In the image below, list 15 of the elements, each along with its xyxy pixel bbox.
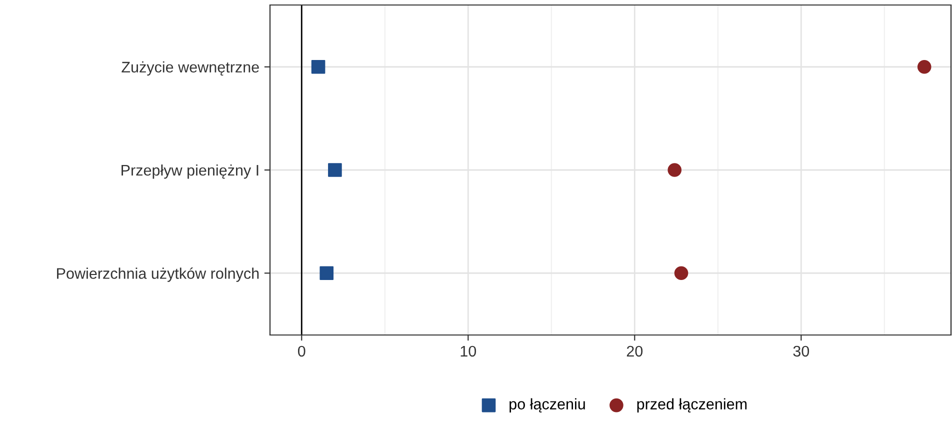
point [674,266,688,280]
point [311,60,326,74]
legend-label: przed łączeniem [637,398,747,413]
x-tick-label: 10 [460,346,476,357]
point [668,163,682,177]
y-tick-label: Powierzchnia użytków rolnych [57,268,259,282]
y-tick-label: Zużycie wewnętrzne [122,61,259,76]
legend-label: po łączeniu [510,398,585,413]
y-tick-label: Przepływ pieniężny I [122,164,258,179]
x-tick-label: 0 [298,346,306,357]
point [320,266,334,280]
x-tick-label: 30 [793,346,810,357]
point [328,163,342,177]
point [917,60,932,74]
x-tick-label: 20 [626,346,643,357]
